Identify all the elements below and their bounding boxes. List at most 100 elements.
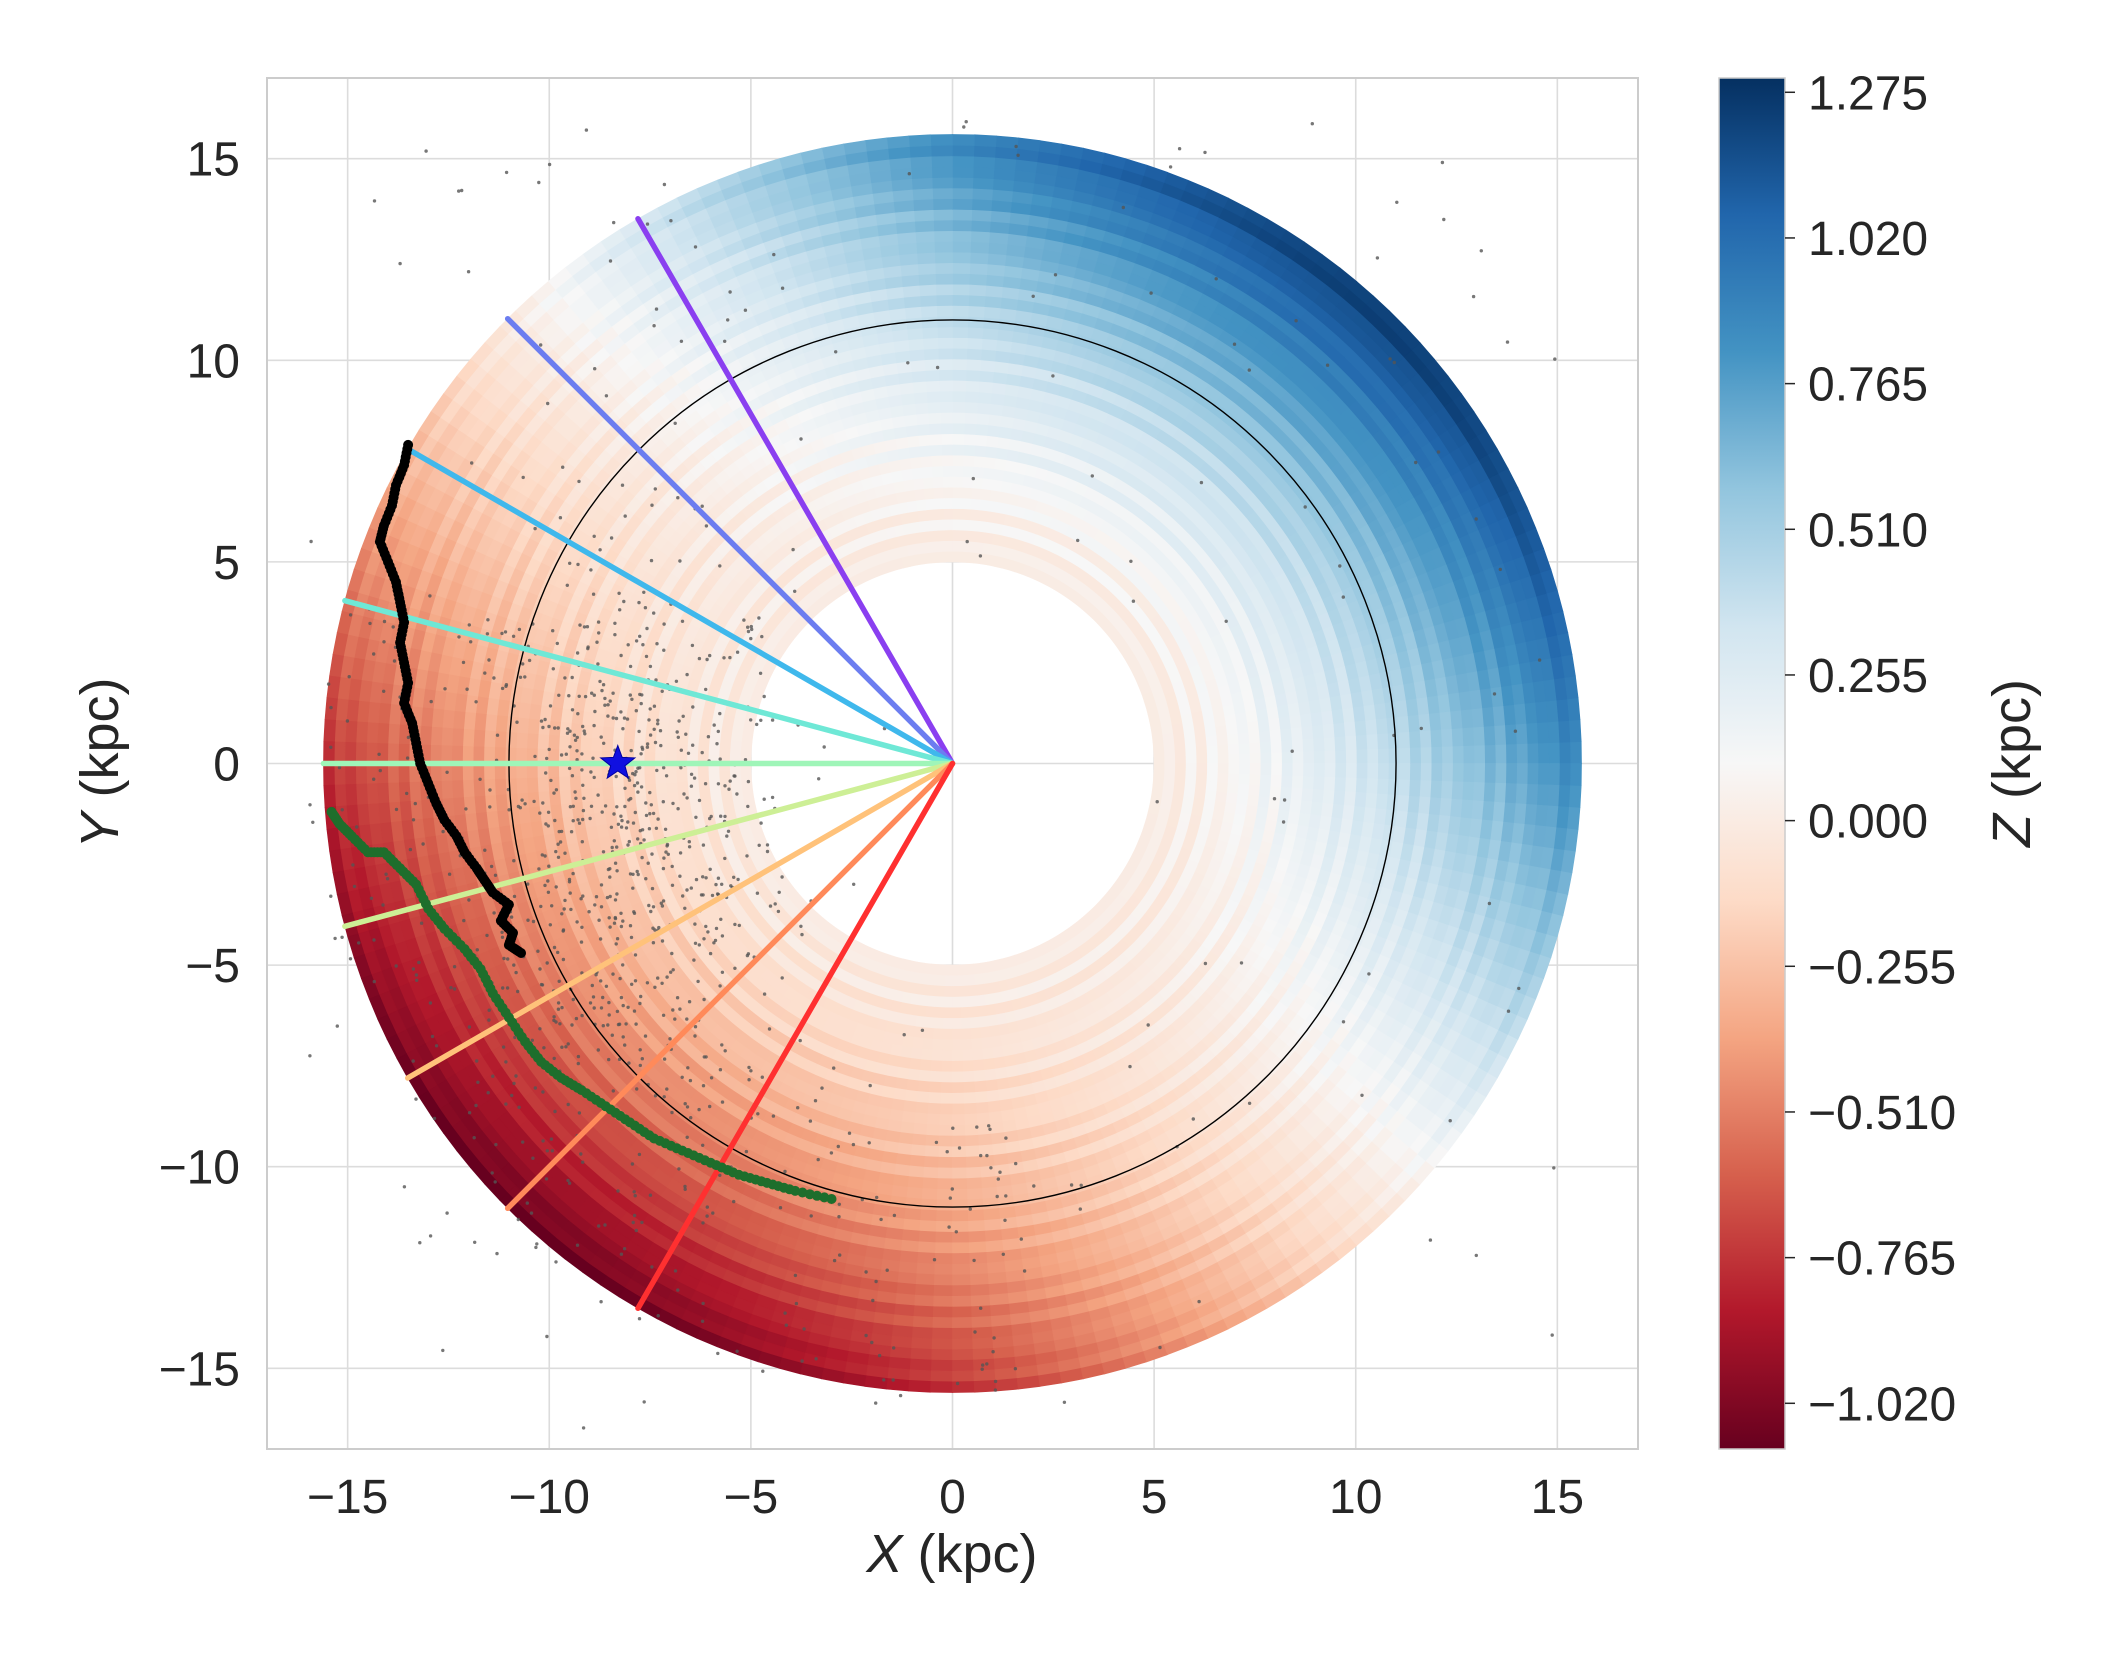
disk-cell — [1258, 784, 1272, 798]
disk-cell — [495, 794, 508, 812]
disk-cell — [730, 732, 743, 742]
disk-cell — [633, 784, 647, 798]
disk-cell — [463, 796, 477, 816]
disk-cell — [1164, 755, 1176, 764]
disk-cell — [992, 1142, 1008, 1156]
disk-cell — [526, 733, 539, 750]
disk-cell — [1175, 763, 1187, 773]
disk-cell — [910, 466, 923, 480]
disk-cell — [1407, 714, 1421, 732]
disk-cell — [935, 985, 946, 998]
disk-cell — [972, 1048, 984, 1061]
disk-cell — [917, 434, 931, 447]
disk-cell — [967, 305, 985, 318]
disk-cell — [987, 1100, 1002, 1114]
disk-cell — [910, 1144, 927, 1157]
disk-cell — [527, 718, 540, 735]
disk-cell — [918, 994, 929, 1007]
disk-cell — [1205, 735, 1218, 747]
disk-cell — [718, 746, 731, 757]
disk-cell — [976, 520, 987, 533]
disk-cell — [963, 1092, 977, 1105]
disk-cell — [1228, 763, 1240, 774]
disk-cell — [900, 392, 916, 406]
disk-cell — [473, 795, 487, 814]
disk-cell — [968, 995, 979, 1008]
disk-cell — [569, 776, 582, 791]
disk-cell — [1409, 746, 1422, 764]
disk-cell — [729, 739, 742, 750]
disk-cell — [1281, 763, 1294, 776]
disk-cell — [952, 369, 967, 381]
disk-cell — [612, 786, 625, 800]
disk-cell — [1292, 750, 1305, 764]
disk-cell — [1174, 746, 1187, 757]
disk-cell — [1153, 770, 1166, 779]
disk-cell — [943, 529, 953, 541]
disk-cell — [903, 413, 918, 427]
disk-cell — [952, 986, 962, 998]
disk-cell — [983, 1208, 1001, 1221]
disk-cell — [942, 476, 953, 488]
disk-cell — [1409, 779, 1422, 797]
disk-cell — [929, 1070, 943, 1083]
disk-cell — [892, 1087, 907, 1102]
disk-cell — [920, 316, 938, 329]
disk-cell — [929, 1081, 942, 1094]
disk-cell — [923, 487, 935, 500]
disk-cell — [981, 477, 993, 491]
disk-cell — [1428, 711, 1442, 731]
disk-cell — [939, 1114, 953, 1126]
disk-cell — [921, 326, 938, 339]
disk-cell — [916, 423, 930, 436]
disk-cell — [940, 1082, 953, 1094]
disk-cell — [1194, 788, 1207, 800]
disk-cell — [938, 369, 953, 381]
disk-cell — [933, 497, 944, 510]
disk-cell — [971, 1038, 983, 1051]
disk-cell — [1270, 740, 1283, 753]
disk-cell — [952, 1135, 967, 1148]
disk-cell — [1407, 795, 1421, 813]
disk-cell — [935, 294, 953, 307]
disk-cell — [687, 780, 700, 792]
disk-cell — [964, 401, 979, 414]
disk-cell — [952, 347, 968, 360]
disk-cell — [537, 777, 550, 793]
disk-cell — [932, 1038, 944, 1051]
disk-cell — [907, 445, 921, 459]
disk-cell — [1185, 754, 1198, 764]
disk-cell — [978, 1133, 993, 1147]
disk-cell — [915, 1015, 927, 1029]
disk-cell — [969, 498, 981, 511]
disk-cell — [921, 1048, 933, 1061]
disk-cell — [1238, 742, 1251, 754]
disk-cell — [993, 457, 1007, 471]
disk-cell — [667, 713, 681, 726]
disk-cell — [907, 1068, 921, 1082]
disk-cell — [965, 369, 981, 382]
disk-cell — [952, 518, 962, 531]
disk-cell — [1257, 718, 1271, 732]
disk-cell — [901, 1110, 917, 1124]
disk-cell — [581, 711, 595, 727]
disk-cell — [900, 1121, 916, 1135]
disk-cell — [1331, 803, 1345, 819]
disk-cell — [558, 735, 571, 751]
disk-cell — [935, 1231, 953, 1244]
disk-cell — [961, 1038, 973, 1051]
disk-cell — [1163, 747, 1176, 757]
disk-cell — [943, 508, 953, 520]
disk-cell — [960, 518, 970, 531]
disk-cell — [903, 295, 921, 309]
disk-cell — [898, 1132, 914, 1146]
disk-cell — [969, 262, 988, 275]
disk-cell — [988, 1110, 1004, 1124]
disk-cell — [1324, 749, 1337, 764]
disk-cell — [982, 316, 1000, 330]
disk-cell — [912, 477, 924, 491]
disk-cell — [1388, 747, 1401, 764]
disk-cell — [1386, 793, 1400, 811]
disk-cell — [505, 778, 518, 796]
disk-cell — [984, 445, 998, 459]
